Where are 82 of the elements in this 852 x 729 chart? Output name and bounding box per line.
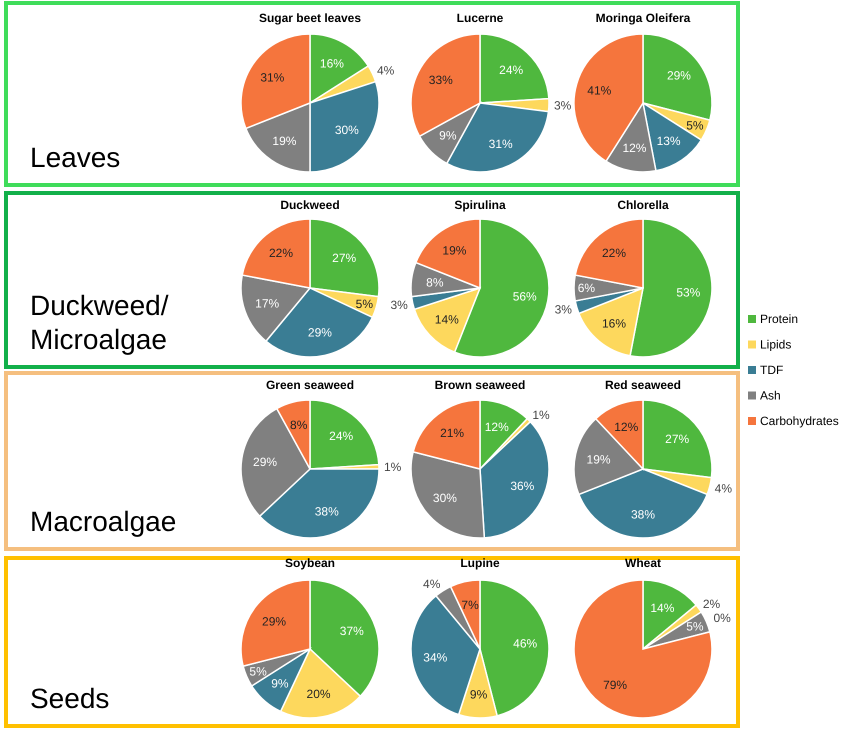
chart-title: Duckweed [280,198,340,212]
legend-label: Carbohydrates [760,414,839,428]
text: Seeds [30,683,110,714]
data-label: 16% [320,56,344,70]
legend-label: Protein [760,312,798,326]
data-label: 19% [272,134,297,148]
data-label: 13% [656,134,681,148]
chart-title: Green seaweed [266,378,354,392]
data-label: 5% [686,118,704,133]
chart-title: Sugar beet leaves [258,11,362,25]
data-label: 36% [510,478,535,493]
data-label: 46% [513,636,538,650]
text: Microalgae [30,324,167,355]
legend-label: TDF [760,363,784,378]
data-label: 20% [306,686,331,701]
data-label: 14% [434,312,460,326]
data-label: 30% [334,122,360,137]
data-label: 53% [676,285,701,300]
data-label: 27% [665,432,690,446]
data-label: 19% [442,244,467,258]
data-label: 17% [255,296,280,311]
data-label: 27% [332,251,356,266]
data-label: 3% [554,302,572,317]
data-label: 21% [440,426,464,440]
data-label: 30% [432,491,458,506]
data-label: 12% [622,140,647,155]
data-label: 29% [262,614,286,628]
chart-title: Lucerne [456,11,504,25]
text: Duckweed/ [30,290,169,321]
data-label: 41% [587,83,612,98]
data-label: 31% [488,136,514,151]
data-label: 33% [428,73,454,88]
data-label: 79% [603,678,628,692]
data-label: 8% [426,275,444,290]
chart-title: Moringa Oleifera [596,11,691,25]
data-label: 56% [512,290,538,304]
chart-title: Chlorella [617,198,669,212]
data-label: 19% [586,452,611,466]
data-label: 24% [329,429,354,444]
text: Leaves [30,142,120,173]
legend-label: Ash [760,388,781,403]
data-label: 9% [271,676,289,690]
data-label: 6% [578,281,596,296]
data-label: 12% [484,420,510,434]
data-label: 29% [308,326,332,340]
data-label: 7% [461,598,480,612]
data-label: 5% [686,620,704,634]
data-label: 2% [702,596,721,611]
chart-title: Lupine [460,556,500,570]
data-label: 5% [249,664,268,679]
text: 0% [713,610,731,625]
data-label: 12% [614,420,639,434]
text: Macroalgae [30,506,176,537]
data-label: 1% [532,408,550,422]
chart-title: Brown seaweed [434,378,526,392]
data-label: 24% [499,63,524,78]
data-label: 29% [253,455,278,470]
legend-label: Lipids [760,338,792,352]
data-label: 8% [290,418,308,432]
data-label: 3% [554,98,572,113]
data-label: 22% [602,246,626,260]
chart-title: Soybean [284,556,336,570]
data-label: 38% [314,504,340,519]
data-label: 29% [666,68,692,82]
data-label: 4% [376,63,395,78]
data-label: 16% [602,316,626,330]
data-label: 5% [356,296,374,311]
chart-title: Wheat [625,556,662,570]
data-label: 1% [384,460,402,474]
data-label: 4% [423,577,441,592]
chart-title: Spirulina [454,198,506,212]
data-label: 9% [439,128,457,142]
data-label: 37% [340,624,364,638]
data-label: 3% [390,298,408,312]
data-label: 31% [260,70,285,85]
data-label: 4% [714,481,732,496]
data-label: 22% [268,246,294,260]
data-label: 9% [470,688,488,702]
data-label: 34% [423,650,448,665]
data-label: 38% [630,508,656,522]
chart-title: Red seaweed [604,378,682,392]
data-label: 14% [650,600,675,615]
